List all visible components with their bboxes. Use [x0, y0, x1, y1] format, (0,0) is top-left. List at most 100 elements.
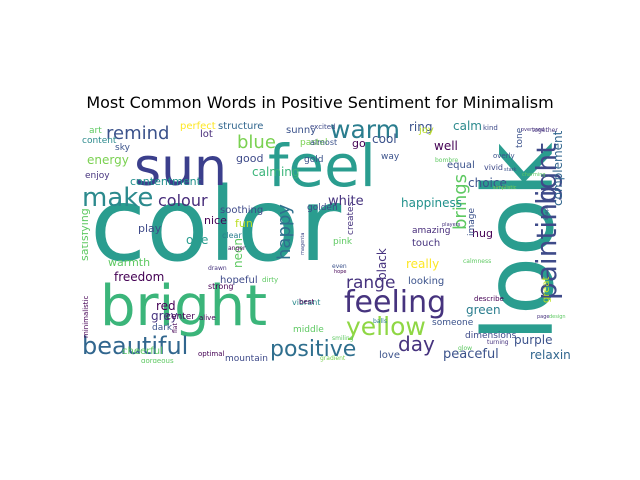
word-freedom: freedom — [114, 270, 164, 284]
word-tone: tone — [515, 127, 525, 148]
word-nice: nice — [204, 214, 227, 227]
word-love: love — [379, 350, 400, 361]
word-good: good — [236, 152, 263, 165]
word-strong: strong — [208, 282, 233, 291]
word-peaceful: peaceful — [443, 347, 499, 362]
word-stark: stark — [504, 167, 517, 173]
word-kind: kind — [483, 124, 498, 132]
word-vibrant: vibrant — [292, 298, 320, 307]
word-mountain: mountain — [225, 354, 268, 363]
word-optimal: optimal — [198, 350, 225, 358]
word-amazing: amazing — [412, 226, 450, 236]
word-pink: pink — [333, 237, 353, 247]
word-overused: overused — [521, 127, 544, 133]
word-simplistic: simplistic — [493, 185, 517, 191]
word-turning: turning — [487, 339, 509, 346]
word-grey: grey — [151, 309, 178, 323]
word-players: players — [442, 222, 461, 228]
word-soothing: soothing — [220, 205, 263, 216]
word-best: best — [299, 298, 314, 306]
word-neon: neon — [231, 238, 245, 268]
word-clear: clear — [222, 231, 242, 240]
word-charming: charming — [522, 172, 546, 178]
word-vivid: vivid — [484, 163, 503, 172]
word-painting: painting — [530, 185, 563, 300]
word-overly: overly — [493, 152, 515, 160]
word-magenta: magenta — [300, 233, 306, 255]
word-calmness: calmness — [463, 258, 491, 265]
word-design: design — [549, 314, 566, 320]
word-together: together — [532, 127, 558, 134]
word-warmth: warmth — [108, 256, 150, 269]
word-flat: flat — [172, 323, 179, 333]
word-balls: balls — [373, 318, 387, 325]
word-gradient: gradient — [320, 355, 346, 362]
word-calm: calm — [453, 120, 482, 133]
word-image: image — [467, 208, 477, 236]
word-center: center — [166, 312, 195, 322]
word-dirty: dirty — [262, 276, 278, 284]
word-feeling: feeling — [344, 285, 446, 320]
word-really: really — [406, 257, 439, 271]
word-middle: middle — [293, 325, 324, 335]
word-even: even — [332, 263, 347, 270]
word-shape: shape — [544, 205, 550, 220]
word-great: great — [541, 276, 552, 303]
word-anger: anger — [228, 245, 246, 252]
word-black: black — [375, 248, 389, 280]
word-someone: someone — [432, 318, 474, 328]
word-lot: lot — [200, 129, 213, 140]
word-perfect: perfect — [180, 121, 216, 132]
word-sun: sun — [134, 138, 227, 198]
word-minimalistic: minimalistic — [82, 296, 90, 338]
word-bright: bright — [100, 274, 267, 339]
word-gold: gold — [304, 155, 323, 165]
word-drawn: drawn — [208, 265, 227, 272]
word-describe: describe — [474, 295, 504, 303]
word-range: range — [346, 273, 395, 293]
word-hope: hope — [334, 269, 346, 275]
word-satisfying: satisfying — [82, 208, 91, 261]
word-cool: cool — [372, 132, 397, 146]
word-feel: feel — [268, 132, 376, 200]
word-energy: energy — [87, 153, 129, 167]
word-bombre: bombre — [435, 157, 458, 164]
word-almost: almost — [310, 138, 337, 147]
word-beautiful: beautiful — [82, 332, 188, 360]
word-art: art — [89, 126, 102, 136]
word-complement: complement — [551, 130, 565, 206]
word-structure: structure — [218, 121, 263, 132]
word-cheerful: cheerful — [122, 346, 163, 357]
word-positive: positive — [270, 337, 356, 362]
word-contentment: contentment — [130, 175, 202, 188]
word-hopeful: hopeful — [220, 275, 258, 286]
word-red: red — [156, 299, 176, 313]
word-creates: creates — [346, 201, 356, 235]
word-cloud: color look bright feel sun painting light feeli… — [82, 120, 571, 363]
word-play: play — [138, 222, 162, 235]
word-golden: golden — [307, 203, 338, 213]
word-blue: blue — [237, 132, 276, 153]
word-day: day — [398, 332, 435, 356]
word-enjoy: enjoy — [85, 171, 110, 181]
word-way: way — [381, 152, 400, 162]
word-dimensions: dimensions — [465, 331, 517, 341]
word-well: well — [434, 139, 458, 153]
word-light: light — [530, 143, 563, 205]
word-ring: ring — [409, 120, 433, 134]
word-pastel: pastel — [300, 138, 327, 148]
word-page: page — [537, 314, 550, 320]
word-brings: brings — [450, 174, 471, 230]
word-one: one — [186, 233, 208, 247]
word-color: color — [90, 166, 341, 285]
word-content: content — [82, 136, 117, 146]
chart-title: Most Common Words in Positive Sentiment … — [86, 93, 554, 112]
word-remind: remind — [106, 123, 169, 144]
word-alive: alive — [199, 314, 216, 322]
word-happy: happy — [274, 204, 295, 260]
word-white: white — [328, 194, 364, 209]
word-sky: sky — [115, 143, 131, 153]
word-warm: warm — [330, 120, 400, 144]
